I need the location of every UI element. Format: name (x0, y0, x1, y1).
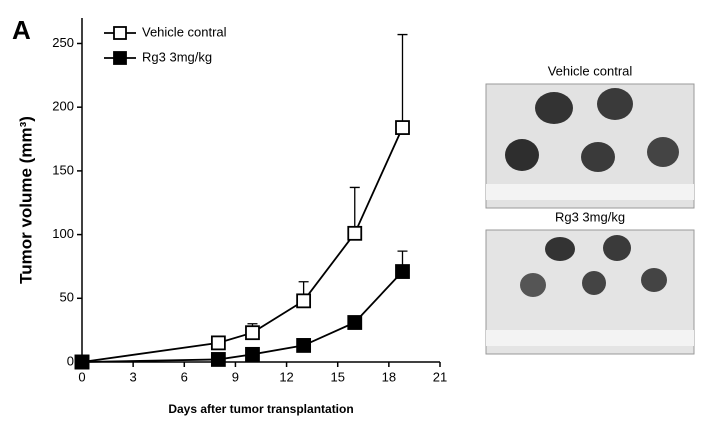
x-tick-label: 12 (279, 369, 293, 384)
legend-label: Rg3 3mg/kg (142, 49, 212, 64)
tumor (545, 237, 575, 261)
tumor (535, 92, 573, 124)
tumor (647, 137, 679, 167)
y-tick-label: 50 (60, 290, 74, 305)
marker (210, 335, 226, 351)
tumor (582, 271, 606, 295)
marker (245, 346, 260, 362)
marker (245, 325, 260, 341)
x-tick-label: 3 (130, 369, 137, 384)
ruler (486, 330, 694, 346)
x-tick-label: 18 (382, 369, 396, 384)
photo-title: Vehicle contral (548, 63, 633, 78)
series-line (81, 127, 404, 363)
y-axis-label: Tumor volume (mm³) (16, 116, 35, 284)
y-tick-label: 100 (52, 226, 74, 241)
legend-marker (113, 51, 127, 65)
marker (296, 338, 312, 353)
y-tick-label: 150 (52, 162, 74, 177)
marker (347, 315, 363, 330)
legend-label: Vehicle contral (142, 24, 227, 39)
tumor (505, 139, 539, 171)
photo-title: Rg3 3mg/kg (555, 209, 625, 224)
marker (210, 352, 226, 367)
marker (347, 225, 363, 241)
ruler (486, 184, 694, 200)
x-tick-label: 21 (433, 369, 447, 384)
marker (74, 354, 90, 370)
marker (395, 264, 410, 279)
tumor (597, 88, 633, 120)
legend-marker (113, 26, 127, 40)
panel-label: A (12, 15, 31, 45)
marker (296, 293, 312, 309)
error-bar (397, 33, 408, 128)
series-line (81, 270, 404, 363)
tumor (581, 142, 615, 172)
y-tick-label: 200 (52, 99, 74, 114)
error-bar (349, 186, 360, 234)
x-tick-label: 6 (181, 369, 188, 384)
tumor (520, 273, 546, 297)
x-tick-label: 15 (330, 369, 344, 384)
x-tick-label: 9 (232, 369, 239, 384)
x-tick-label: 0 (78, 369, 85, 384)
y-tick-label: 250 (52, 35, 74, 50)
tumor (603, 235, 631, 261)
tumor (641, 268, 667, 292)
y-tick-label: 0 (67, 353, 74, 368)
x-axis-label: Days after tumor transplantation (168, 402, 353, 416)
photo-panel: Vehicle contral Rg3 3mg/kg (485, 63, 695, 355)
marker (395, 120, 410, 135)
